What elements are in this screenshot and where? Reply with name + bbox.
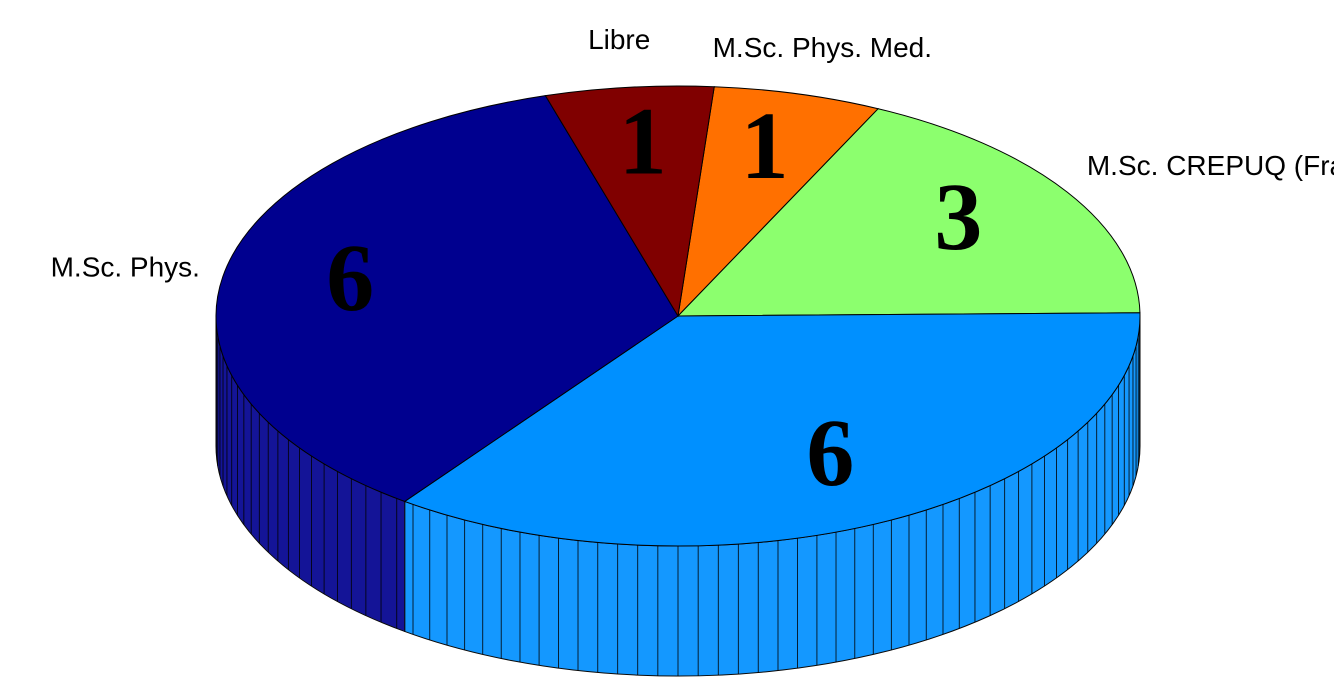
pie-slice [403,312,1141,547]
value-label: 6 [326,224,374,331]
category-label: M.Sc. Info. [865,674,999,677]
pie-slice [215,95,679,503]
value-label: 3 [934,163,982,270]
category-label: M.Sc. CREPUQ (France−Quebec) [1087,150,1334,181]
category-label: Libre [588,24,650,55]
value-label: 6 [806,399,854,506]
pie-side-shade [404,316,1140,676]
pie-side-shade [216,316,405,632]
pie-slice [676,108,1141,317]
value-label: 1 [741,92,789,199]
pie-slice [544,85,715,318]
category-label: M.Sc. Phys. Med. [713,32,932,63]
category-label: M.Sc. Phys. [51,251,200,282]
pie-slice [677,86,880,318]
value-label: 1 [619,87,667,194]
